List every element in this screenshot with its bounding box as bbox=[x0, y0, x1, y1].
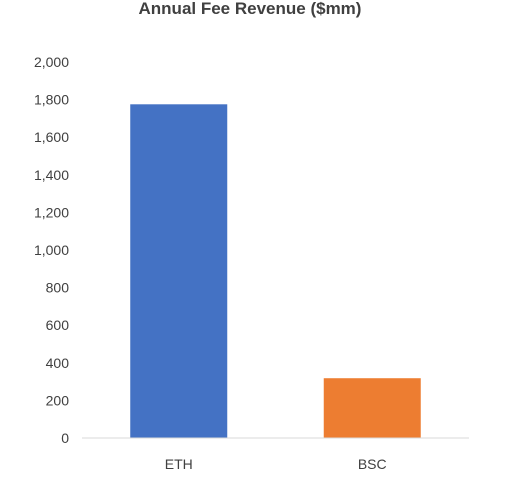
bar-bsc bbox=[323, 378, 421, 438]
y-tick-label: 1,400 bbox=[34, 167, 69, 183]
x-axis-categories: ETH BSC bbox=[165, 456, 387, 472]
bars bbox=[130, 104, 421, 439]
y-tick-label: 0 bbox=[61, 430, 69, 446]
y-tick-label: 2,000 bbox=[34, 54, 69, 70]
y-tick-label: 800 bbox=[46, 280, 70, 296]
x-category-label: ETH bbox=[165, 456, 193, 472]
chart-title: Annual Fee Revenue ($mm) bbox=[139, 0, 362, 18]
y-tick-label: 1,200 bbox=[34, 204, 69, 220]
y-axis-ticks: 0 200 400 600 800 1,000 1,200 1,400 1,600 1,800 2,… bbox=[34, 54, 69, 446]
y-tick-label: 600 bbox=[46, 317, 70, 333]
bar-eth bbox=[130, 104, 228, 439]
y-tick-label: 1,600 bbox=[34, 129, 69, 145]
x-category-label: BSC bbox=[358, 456, 387, 472]
y-tick-label: 400 bbox=[46, 355, 70, 371]
y-tick-label: 1,000 bbox=[34, 242, 69, 258]
y-tick-label: 200 bbox=[46, 392, 70, 408]
y-tick-label: 1,800 bbox=[34, 92, 69, 108]
